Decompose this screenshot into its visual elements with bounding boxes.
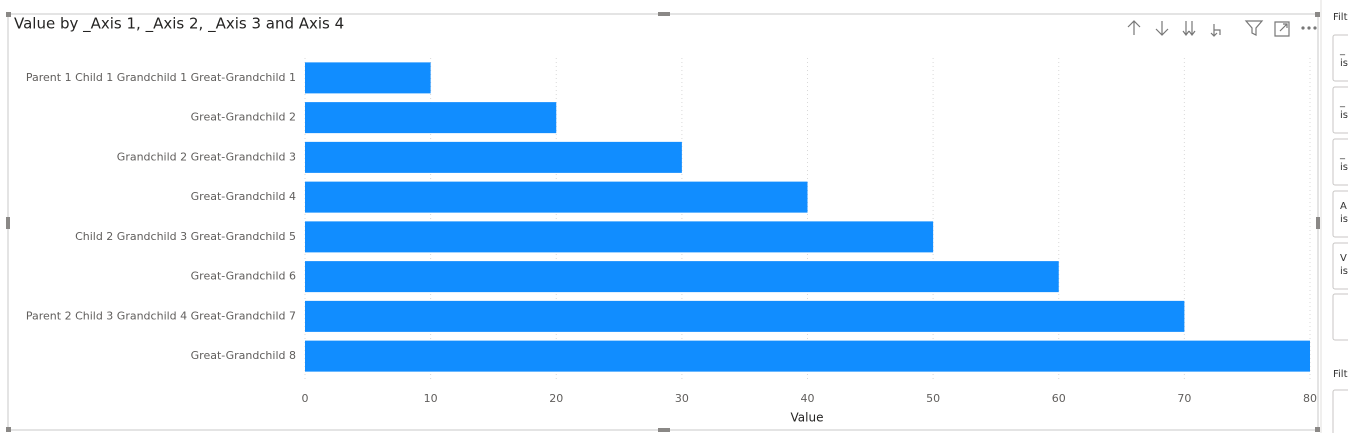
filter-card-text: is [1340, 110, 1348, 121]
x-tick-label: 80 [1303, 392, 1317, 405]
bar [305, 221, 934, 253]
chart-title: Value by _Axis 1, _Axis 2, _Axis 3 and A… [14, 15, 344, 34]
x-tick-label: 20 [549, 392, 563, 405]
filter-card-text: is [1340, 58, 1348, 69]
bar [305, 300, 1185, 332]
filter-drop-zone[interactable] [1332, 293, 1348, 341]
pane-heading: Filt [1333, 12, 1348, 23]
y-tick-label: Great-Grandchild 4 [191, 190, 296, 203]
resize-handles[interactable] [6, 12, 1320, 432]
y-tick-label: Great-Grandchild 6 [191, 270, 296, 283]
bar [305, 181, 808, 213]
filter-card[interactable] [1332, 86, 1348, 134]
x-axis-title: Value [791, 411, 824, 425]
filter-card-text: _ [1339, 97, 1346, 108]
filter-card[interactable] [1332, 190, 1348, 238]
y-tick-label: Great-Grandchild 2 [191, 111, 296, 124]
filter-card[interactable] [1332, 34, 1348, 82]
filter-card-text: A [1340, 201, 1347, 212]
y-tick-label: Child 2 Grandchild 3 Great-Grandchild 5 [75, 230, 296, 243]
y-tick-label: Great-Grandchild 8 [191, 349, 296, 362]
x-tick-label: 30 [675, 392, 689, 405]
filter-card-text: is [1340, 266, 1348, 277]
bar [305, 340, 1310, 372]
filter-card-text: is [1340, 214, 1348, 225]
filter-card[interactable] [1332, 242, 1348, 290]
x-tick-label: 0 [302, 392, 309, 405]
x-tick-label: 10 [424, 392, 438, 405]
y-tick-label: Parent 2 Child 3 Grandchild 4 Great-Gran… [26, 309, 296, 322]
filter-card-text: _ [1339, 149, 1346, 160]
plot-area: 0 10 20 30 40 50 60 70 80 Parent 1 Child 1 Grandc… [26, 58, 1317, 405]
x-tick-label: 70 [1177, 392, 1191, 405]
filter-card[interactable] [1332, 138, 1348, 186]
filter-card-text: _ [1339, 45, 1346, 56]
pane-heading: Filt [1333, 369, 1348, 380]
x-tick-label: 60 [1052, 392, 1066, 405]
filter-card-text: V [1340, 253, 1347, 264]
y-tick-label: Parent 1 Child 1 Grandchild 1 Great-Gran… [26, 71, 296, 84]
bar [305, 261, 1059, 293]
bar [305, 102, 557, 134]
filter-card-text: is [1340, 162, 1348, 173]
visual-header-icons[interactable] [1127, 20, 1317, 37]
y-tick-label: Grandchild 2 Great-Grandchild 3 [117, 150, 296, 163]
filter-drop-zone[interactable] [1332, 389, 1348, 433]
bar [305, 141, 682, 173]
x-tick-label: 50 [926, 392, 940, 405]
x-tick-label: 40 [801, 392, 815, 405]
bar [305, 62, 431, 94]
